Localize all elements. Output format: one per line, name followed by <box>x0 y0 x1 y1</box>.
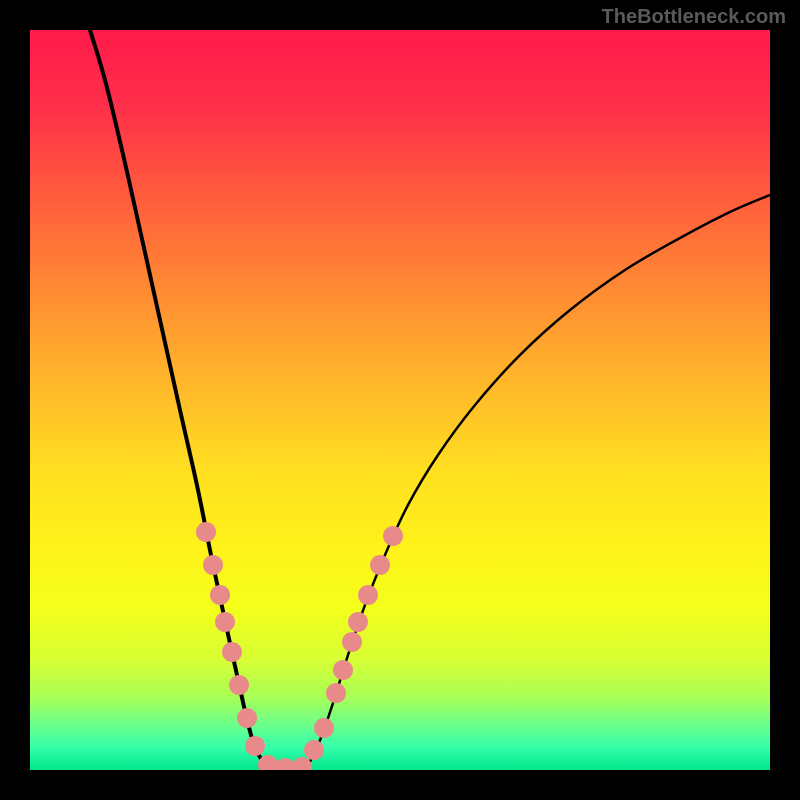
chart-marker <box>210 585 230 605</box>
chart-marker <box>383 526 403 546</box>
chart-marker <box>304 740 324 760</box>
chart-marker <box>203 555 223 575</box>
chart-marker <box>370 555 390 575</box>
chart-marker <box>229 675 249 695</box>
chart-marker <box>237 708 257 728</box>
chart-markers <box>30 30 770 770</box>
chart-marker <box>342 632 362 652</box>
chart-marker <box>245 736 265 756</box>
chart-marker <box>333 660 353 680</box>
chart-plot-area <box>30 30 770 770</box>
chart-marker <box>215 612 235 632</box>
chart-marker <box>222 642 242 662</box>
chart-marker <box>326 683 346 703</box>
chart-marker <box>314 718 334 738</box>
watermark-text: TheBottleneck.com <box>602 6 786 29</box>
chart-marker <box>358 585 378 605</box>
chart-marker <box>196 522 216 542</box>
chart-marker <box>348 612 368 632</box>
